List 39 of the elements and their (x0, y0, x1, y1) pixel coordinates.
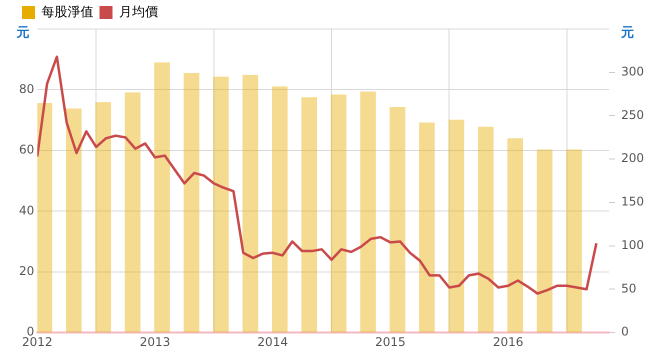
bar (390, 107, 406, 332)
y2-tick-label: 100 (621, 238, 644, 252)
y2-tick-label: 150 (621, 194, 644, 209)
x-tick-label: 2015 (375, 334, 406, 349)
bar (154, 62, 170, 332)
y2-tick-label: 50 (621, 281, 636, 296)
bar (507, 138, 524, 332)
bar (37, 103, 52, 332)
y2-tick-label: 200 (621, 151, 644, 166)
x-tick-label: 2013 (140, 334, 170, 349)
bar (419, 122, 435, 332)
y-axis-title: 元 (15, 25, 30, 40)
bar (242, 74, 258, 332)
bar (213, 76, 229, 332)
y2-tick-label: 300 (621, 64, 644, 78)
y-tick-label: 80 (18, 82, 34, 96)
bar (448, 120, 464, 332)
y2-axis-title: 元 (620, 25, 634, 40)
bar (184, 72, 200, 332)
bar (124, 92, 140, 332)
bar (95, 102, 112, 332)
x-tick-label: 2016 (492, 334, 524, 349)
bar (536, 150, 552, 332)
y-tick-label: 40 (18, 203, 34, 218)
bar (360, 92, 376, 332)
bar (478, 126, 494, 332)
y2-tick-label: 0 (621, 324, 629, 339)
bar (301, 97, 318, 332)
bar (66, 108, 82, 332)
x-tick-label: 2014 (257, 334, 288, 349)
y-tick-label: 20 (18, 264, 34, 278)
y-tick-label: 60 (18, 142, 34, 157)
bar (566, 150, 582, 332)
legend-label: 月均價 (119, 4, 158, 20)
y2-tick-label: 250 (621, 108, 644, 122)
bar (272, 86, 288, 332)
x-tick-label: 2012 (22, 334, 53, 349)
bar (330, 94, 346, 332)
legend-label: 每股淨值 (42, 4, 94, 20)
